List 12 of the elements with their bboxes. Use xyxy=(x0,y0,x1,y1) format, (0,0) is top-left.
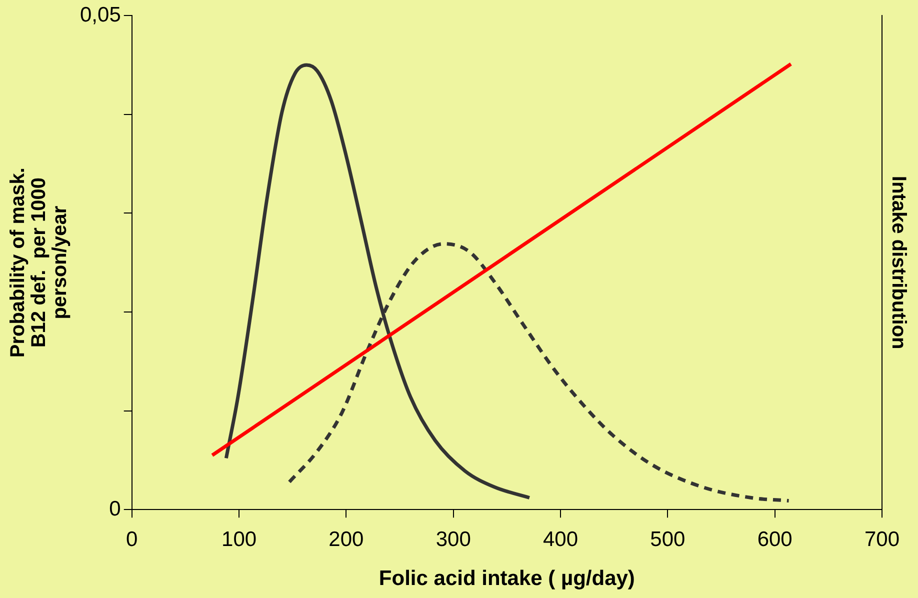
y-axis-title: Probability of mask. B12 def. per 1000 person/year xyxy=(7,168,72,358)
y2-axis-title: Intake distribution xyxy=(887,176,910,350)
x-tick-label: 700 xyxy=(864,528,900,551)
x-tick-label: 200 xyxy=(328,528,364,551)
y-tick-label: 0,05 xyxy=(80,3,121,26)
x-tick-label: 600 xyxy=(757,528,792,551)
x-tick-label: 400 xyxy=(542,528,578,551)
x-tick-label: 0 xyxy=(126,528,138,551)
x-tick-label: 100 xyxy=(222,528,257,551)
x-tick-label: 300 xyxy=(436,528,471,551)
x-axis-title: Folic acid intake ( µg/day) xyxy=(378,567,635,590)
x-tick-label: 500 xyxy=(650,528,686,551)
